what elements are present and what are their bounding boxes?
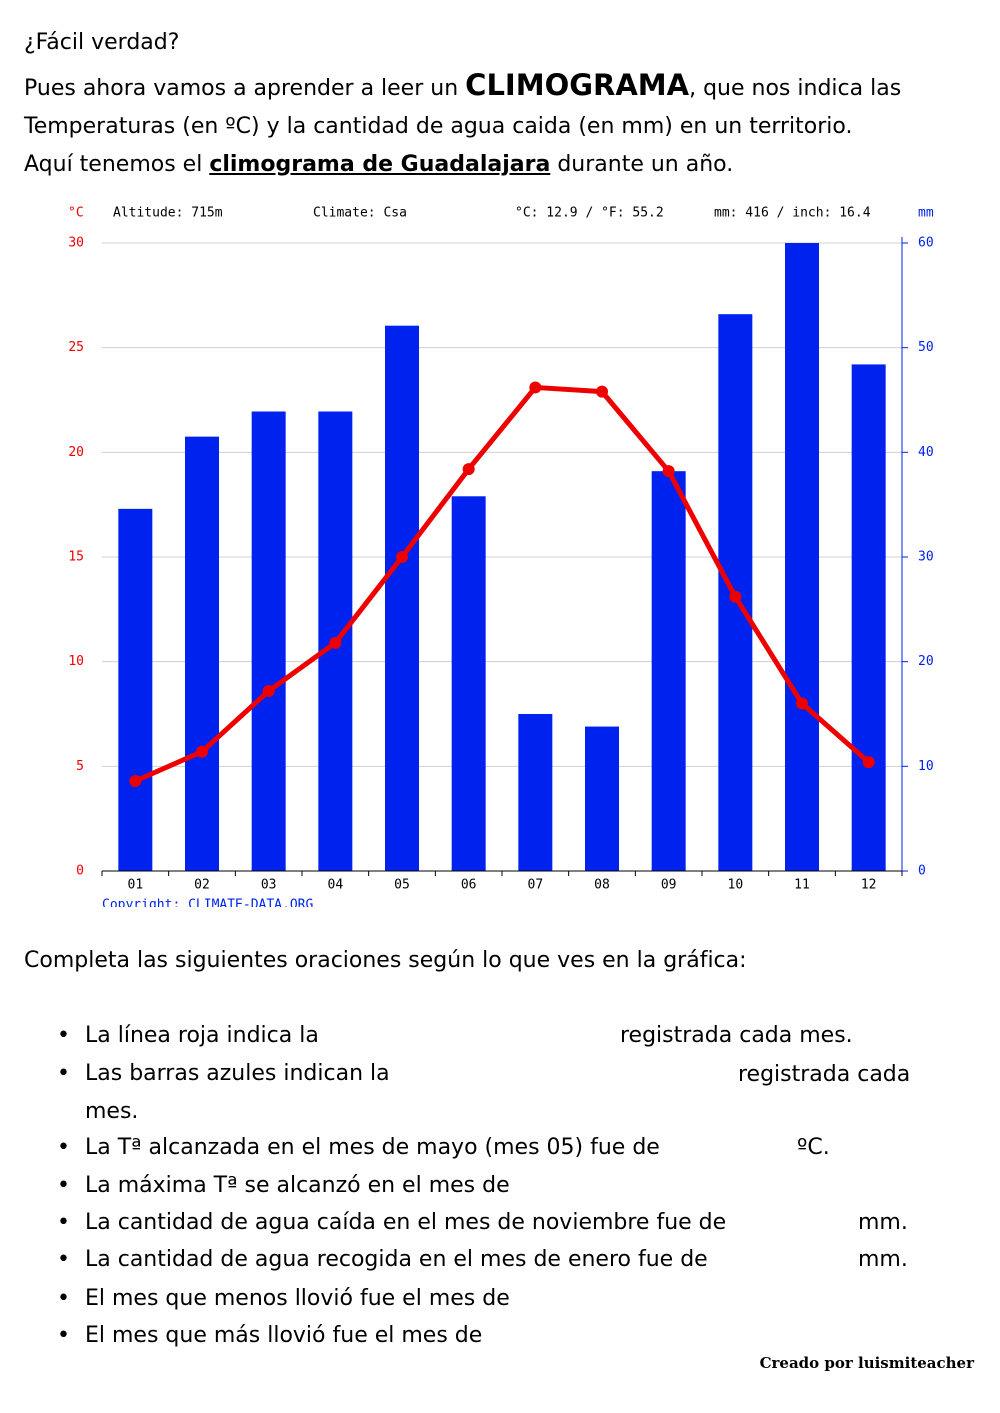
temperature-point [462,463,475,476]
y-tick-label: 25 [68,340,84,355]
question: El mes que menos llovió fue el mes de [57,1286,510,1311]
y2-axis-unit: mm [918,206,934,221]
question-text: La Tª alcanzada en el mes de mayo (mes 0… [85,1135,660,1160]
precipitation-bar [251,411,286,871]
question-text: registrada cada mes. [620,1023,853,1048]
question-text: La cantidad de agua recogida en el mes d… [85,1247,708,1272]
instruction: Completa las siguientes oraciones según … [24,948,747,973]
temperature-point [729,590,742,603]
temperature-point [662,465,675,478]
x-tick-label: 02 [194,878,210,893]
question: La línea roja indica la [57,1023,319,1048]
intro-line: Temperaturas (en ºC) y la cantidad de ag… [24,114,852,139]
precipitation-bar [851,364,886,871]
intro-text: , que nos indica las [689,76,902,101]
question-text: La máxima Tª se alcanzó en el mes de [85,1173,510,1198]
intro-keyword: climograma de Guadalajara [209,152,551,177]
x-tick-label: 08 [594,878,610,893]
question-text: ºC. [797,1135,830,1160]
question-text: mm. [858,1210,908,1235]
question-text: registrada cada mes. [85,1062,911,1124]
intro-text: Temperaturas (en ºC) y la cantidad de ag… [24,114,853,139]
y-tick-label: 5 [76,759,84,774]
y2-tick-label: 50 [918,340,934,355]
temperature-point [529,381,542,394]
y-tick-label: 10 [68,654,84,669]
x-tick-label: 01 [128,878,144,893]
temperature-point [196,745,208,758]
precipitation-bar [118,508,153,871]
question: La cantidad de agua recogida en el mes d… [57,1247,708,1272]
x-tick-label: 11 [794,878,810,893]
source: Copyright: CLIMATE-DATA.ORG [102,898,313,908]
y2-tick-label: 30 [918,550,934,565]
y-axis-unit: °C [68,206,84,221]
temperature-point [129,774,142,787]
x-tick-label: 04 [328,878,344,893]
x-tick-label: 05 [394,878,410,893]
precipitation-bar [585,726,619,871]
climate-note: °C: 12.9 / °F: 55.2 [515,206,664,221]
x-tick-label: 09 [661,878,677,893]
temperature-point [329,636,342,649]
question: La máxima Tª se alcanzó en el mes de [57,1173,510,1198]
precipitation-bar [518,714,553,871]
y2-tick-label: 0 [918,864,926,879]
y-tick-label: 15 [68,550,84,565]
y2-tick-label: 10 [918,759,934,774]
intro-text: Pues ahora vamos a aprender a leer un [24,76,459,101]
temperature-point [396,551,408,563]
precipitation-bar [385,325,419,871]
intro-line: Pues ahora vamos a aprender a leer un CLI… [24,68,901,102]
temperature-point [596,385,608,398]
y-tick-label: 0 [76,864,84,879]
question: Las barras azules indican la [57,1061,390,1086]
credit: Creado por luismiteacher [759,1354,974,1372]
y2-tick-label: 40 [918,445,934,460]
question: La Tª alcanzada en el mes de mayo (mes 0… [57,1135,660,1160]
temperature-point [796,697,808,710]
intro-question: ¿Fácil verdad? [24,30,180,55]
precipitation-bar [451,496,486,871]
temperature-point [862,756,875,769]
question: La cantidad de agua caída en el mes de n… [57,1210,727,1235]
climate-note: Climate: Csa [313,206,407,221]
climate-note: mm: 416 / inch: 16.4 [714,206,871,221]
temperature-point [262,684,275,697]
question-text: La línea roja indica la [85,1023,319,1048]
precipitation-bar [651,471,686,871]
y2-tick-label: 20 [918,654,934,669]
question-text: El mes que menos llovió fue el mes de [85,1286,510,1311]
y-tick-label: 30 [68,236,84,251]
climate-note: Altitude: 715m [113,206,223,221]
y2-tick-label: 60 [918,236,934,251]
intro-text: durante un año. [557,152,734,177]
question-text: mm. [858,1247,908,1272]
x-tick-label: 12 [861,878,877,893]
intro-keyword: CLIMOGRAMA [465,68,690,102]
x-tick-label: 10 [728,878,744,893]
x-tick-label: 07 [528,878,544,893]
precipitation-bar [785,243,819,871]
question: El mes que más llovió fue el mes de [57,1323,483,1348]
temperature-line [134,384,871,784]
y-tick-label: 20 [68,445,84,460]
question-text: El mes que más llovió fue el mes de [85,1323,483,1348]
x-tick-label: 03 [261,878,277,893]
precipitation-bar [185,436,219,871]
intro-text: Aquí tenemos el [24,152,203,177]
question-text: La cantidad de agua caída en el mes de n… [85,1210,727,1235]
x-tick-label: 06 [461,878,477,893]
climograph: °C Altitude: 715m Climate: Csa °C: 12.9 / °… [68,206,934,908]
intro-line: Aquí tenemos el climograma de Guadalajara… [24,152,733,177]
question-text: Las barras azules indican la [85,1061,390,1086]
